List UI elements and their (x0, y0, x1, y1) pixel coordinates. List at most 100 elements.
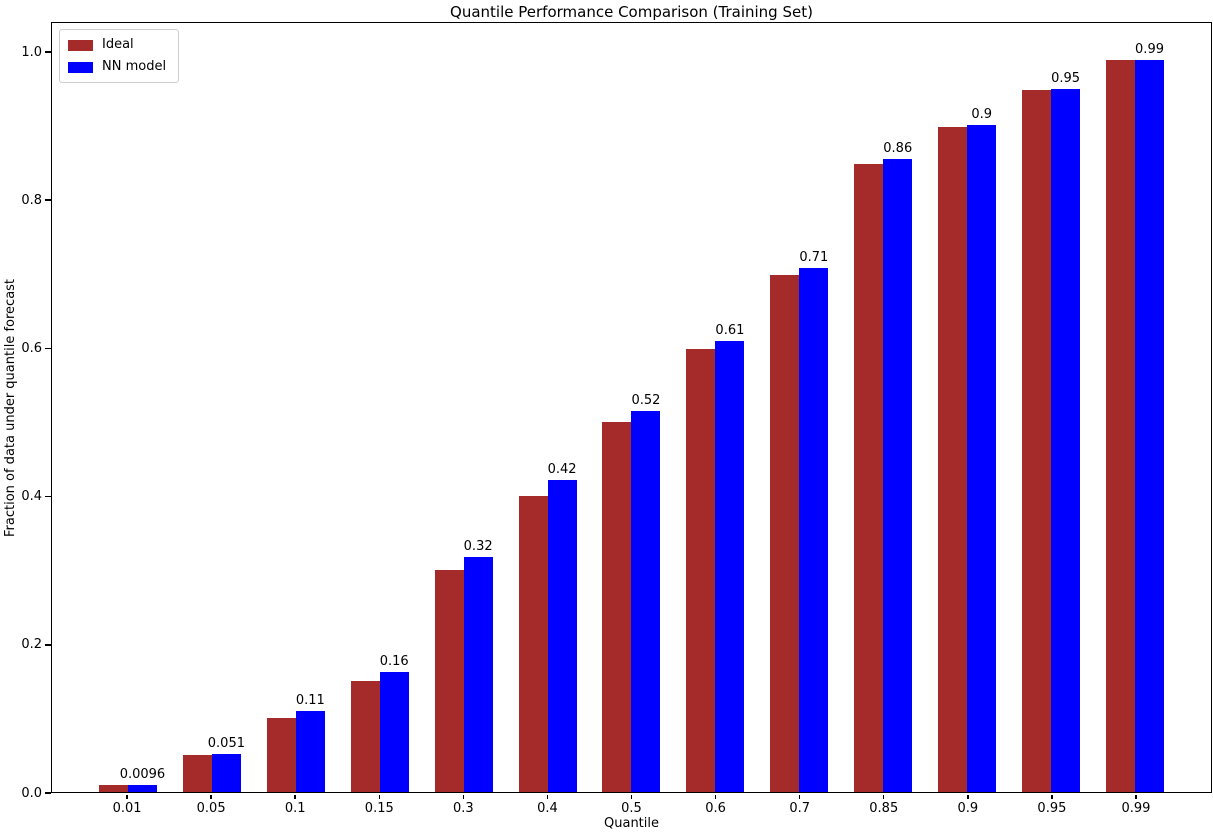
x-axis-ticks: 0.01 0.05 0.1 0.15 0.3 0.4 0.5 0.6 0.7 0.85 0.9 0.9… (51, 794, 1212, 816)
bar-ideal (1022, 89, 1052, 792)
bar-group-0.1: 0.11 (254, 23, 338, 792)
bar-ideal (686, 348, 716, 792)
y-tick-mark (45, 792, 51, 794)
x-tick: 0.4 (505, 794, 589, 816)
legend-label-ideal: Ideal (102, 37, 134, 52)
bar-ideal (182, 755, 212, 792)
bar-nn-model: 0.0096 (120, 767, 165, 792)
bar-value-label: 0.52 (631, 392, 661, 408)
x-tick-label: 0.1 (284, 800, 306, 816)
bar-ideal (350, 681, 380, 792)
x-tick: 0.9 (926, 794, 1010, 816)
bar-group-0.7: 0.71 (757, 23, 841, 792)
bar-ideal (602, 422, 632, 792)
y-tick-label: 0.4 (21, 489, 42, 505)
x-tick: 0.5 (589, 794, 673, 816)
x-tick-label: 0.95 (1037, 800, 1067, 816)
bar-nn-model: 0.86 (883, 141, 913, 792)
bar-nn-model: 0.051 (208, 736, 245, 792)
y-tick-mark (45, 199, 51, 201)
bar-value-label: 0.99 (1135, 41, 1164, 57)
bar-nn-model: 0.42 (547, 462, 577, 792)
x-tick: 0.15 (337, 794, 421, 816)
x-tick-label: 0.01 (112, 800, 142, 816)
bar-nn-model: 0.11 (295, 693, 325, 792)
bar-group-0.5: 0.52 (590, 23, 674, 792)
bar-group-0.3: 0.32 (422, 23, 506, 792)
bar-group-0.6: 0.61 (673, 23, 757, 792)
bar-group-0.99: 0.99 (1093, 23, 1177, 792)
legend-item-nn-model: NN model (68, 59, 166, 75)
x-tick-mark (630, 794, 633, 799)
x-tick: 0.99 (1094, 794, 1178, 816)
x-tick-label: 0.3 (453, 800, 474, 816)
bar-value-label: 0.11 (295, 692, 325, 708)
x-tick-label: 0.05 (196, 800, 226, 816)
y-tick-label: 0.8 (21, 192, 42, 208)
x-tick-mark (378, 794, 381, 799)
x-tick-mark (546, 794, 549, 799)
bar-value-label: 0.61 (715, 323, 745, 339)
y-tick-mark (45, 644, 51, 646)
x-tick: 0.85 (842, 794, 926, 816)
x-tick: 0.3 (421, 794, 505, 816)
y-tick-label: 0.2 (21, 637, 42, 653)
x-tick-label: 0.15 (364, 800, 394, 816)
legend-swatch-nn-model-icon (68, 61, 93, 73)
bar-ideal (938, 126, 968, 792)
x-tick-mark (210, 794, 212, 799)
x-tick: 0.1 (253, 794, 337, 816)
x-tick-mark (882, 794, 885, 799)
x-tick: 0.01 (85, 794, 169, 816)
bar-ideal (1106, 60, 1136, 792)
x-tick-label: 0.4 (537, 800, 558, 816)
x-axis-label: Quantile (604, 816, 659, 831)
bar-nn-model: 0.71 (799, 250, 829, 792)
x-tick: 0.6 (674, 794, 758, 816)
bar-nn-model: 0.16 (379, 654, 409, 792)
legend: Ideal NN model (59, 29, 180, 83)
y-tick-label: 1.0 (21, 44, 42, 60)
x-tick-label: 0.99 (1121, 800, 1151, 816)
x-tick-mark (967, 794, 969, 799)
x-tick-mark (798, 794, 801, 799)
x-tick-label: 0.85 (869, 800, 899, 816)
bar-nn-model: 0.32 (463, 539, 493, 792)
bar-value-label: 0.051 (207, 736, 245, 752)
y-tick-mark (45, 51, 51, 53)
bar-ideal (854, 163, 884, 792)
bar-group-0.9: 0.9 (925, 23, 1009, 792)
x-tick-mark (294, 794, 296, 799)
y-tick-label: 0.0 (21, 785, 42, 801)
x-tick-mark (462, 794, 465, 799)
bar-nn-model: 0.99 (1135, 42, 1165, 792)
y-tick-mark (45, 495, 51, 498)
bar-ideal (434, 570, 464, 792)
y-tick-label: 0.6 (21, 340, 42, 356)
x-tick: 0.05 (169, 794, 253, 816)
x-tick: 0.95 (1010, 794, 1094, 816)
bar-ideal (770, 274, 800, 792)
bar-ideal (518, 496, 548, 792)
plot-area: Ideal NN model 0.0096 0.051 0.11 0.16 0.32 0.… (51, 22, 1212, 793)
bar-group-0.05: 0.051 (170, 23, 254, 792)
x-tick-label: 0.5 (621, 800, 642, 816)
bar-value-label: 0.32 (463, 538, 493, 554)
legend-label-nn-model: NN model (102, 59, 167, 74)
bar-group-0.15: 0.16 (338, 23, 422, 792)
bar-ideal (266, 718, 296, 792)
bar-value-label: 0.0096 (119, 766, 166, 782)
x-tick-mark (1051, 794, 1053, 799)
x-tick-label: 0.6 (705, 800, 726, 816)
bar-nn-model: 0.52 (631, 393, 661, 792)
x-tick-label: 0.9 (957, 800, 979, 816)
bar-value-label: 0.42 (547, 462, 577, 478)
x-tick-mark (126, 794, 128, 799)
y-axis-label: Fraction of data under quantile forecast (3, 278, 18, 537)
bar-value-label: 0.9 (971, 106, 993, 122)
bar-group-0.95: 0.95 (1009, 23, 1093, 792)
legend-swatch-ideal-icon (68, 39, 93, 51)
bar-ideal (98, 784, 128, 792)
bar-value-label: 0.95 (1051, 71, 1081, 87)
